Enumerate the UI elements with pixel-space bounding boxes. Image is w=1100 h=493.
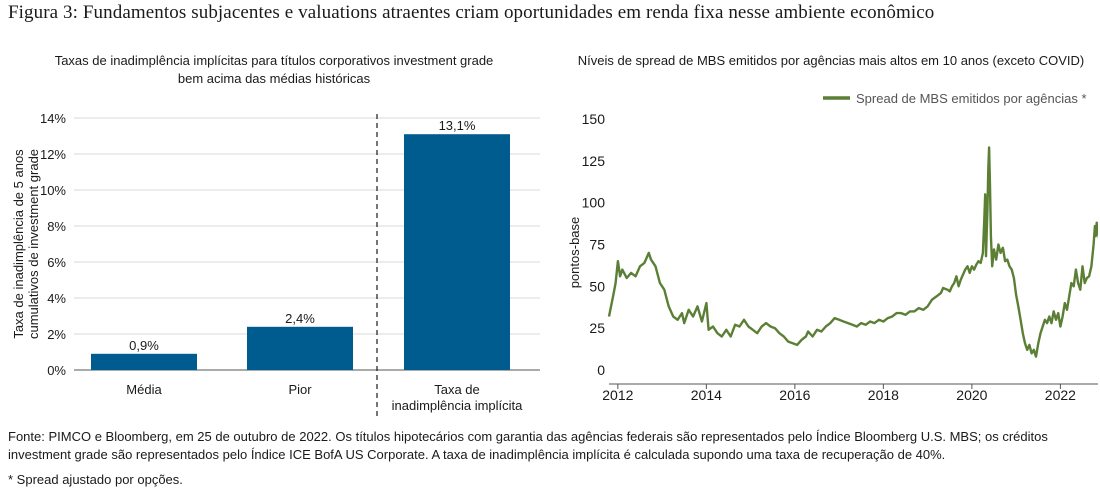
x-category-label: Taxa de bbox=[434, 382, 480, 397]
y-tick-label: 2% bbox=[47, 327, 66, 342]
footer-source-line1: Fonte: PIMCO e Bloomberg, em 25 de outub… bbox=[8, 429, 1048, 444]
y-tick-label: 0% bbox=[47, 363, 66, 378]
data-label: 2,4% bbox=[285, 311, 315, 326]
y-tick-label: 4% bbox=[47, 291, 66, 306]
footer-note: * Spread ajustado por opções. bbox=[8, 472, 183, 487]
y-tick-label: 75 bbox=[589, 237, 605, 253]
x-category-label: Pior bbox=[288, 382, 312, 397]
x-category-label: inadimplência implícita bbox=[392, 398, 524, 413]
y-tick-label: 50 bbox=[589, 278, 605, 294]
left-chart-title: Taxas de inadimplência implícitas para t… bbox=[10, 52, 538, 88]
x-tick-label: 2016 bbox=[779, 387, 810, 403]
y-tick-label: 6% bbox=[47, 255, 66, 270]
right-chart-title: Níveis de spread de MBS emitidos por agê… bbox=[577, 53, 1085, 68]
bar bbox=[247, 326, 353, 370]
y-tick-label: 0 bbox=[597, 362, 605, 378]
bar bbox=[91, 353, 197, 370]
left-chart-title-line2: bem acima das médias históricas bbox=[177, 71, 371, 86]
x-tick-label: 2018 bbox=[868, 387, 899, 403]
y-tick-label: 8% bbox=[47, 219, 66, 234]
y-tick-label: 100 bbox=[582, 195, 606, 211]
y-tick-label: 125 bbox=[582, 153, 606, 169]
y-tick-label: 25 bbox=[589, 320, 605, 336]
bar bbox=[404, 134, 510, 370]
y-tick-label: 12% bbox=[40, 147, 66, 162]
bar-chart: 0% 2% 4% 6% 8% 10% 12% 14% Taxa de inadimplência… bbox=[11, 111, 540, 418]
figure-title: Figura 3: Fundamentos subjacentes e valu… bbox=[8, 2, 935, 23]
line-chart: 0 25 50 75 100 125 150 2012 2014 2016 2018 2020 2022… bbox=[567, 91, 1098, 403]
x-tick-label: 2020 bbox=[956, 387, 987, 403]
data-label: 0,9% bbox=[129, 338, 159, 353]
y-tick-label: 10% bbox=[40, 183, 66, 198]
y-axis-label: Taxa de inadimplência de 5 anoscumulativ… bbox=[11, 149, 41, 339]
series-line-mbs-spread bbox=[607, 146, 1098, 358]
x-tick-label: 2022 bbox=[1045, 387, 1076, 403]
legend: Spread de MBS emitidos por agências * bbox=[823, 91, 1087, 106]
x-tick-label: 2014 bbox=[691, 387, 722, 403]
data-label: 13,1% bbox=[439, 118, 476, 133]
footer-source-line2: investment grade são representados pelo … bbox=[8, 447, 946, 462]
y-tick-label: 14% bbox=[40, 111, 66, 126]
y-tick-label: 150 bbox=[582, 111, 606, 127]
x-tick-label: 2012 bbox=[602, 387, 633, 403]
x-category-label: Média bbox=[126, 382, 162, 397]
footer-source: Fonte: PIMCO e Bloomberg, em 25 de outub… bbox=[8, 428, 1093, 464]
legend-label: Spread de MBS emitidos por agências * bbox=[856, 91, 1087, 106]
left-chart-title-line1: Taxas de inadimplência implícitas para t… bbox=[54, 53, 494, 68]
y-axis-label: pontos-base bbox=[567, 217, 582, 289]
